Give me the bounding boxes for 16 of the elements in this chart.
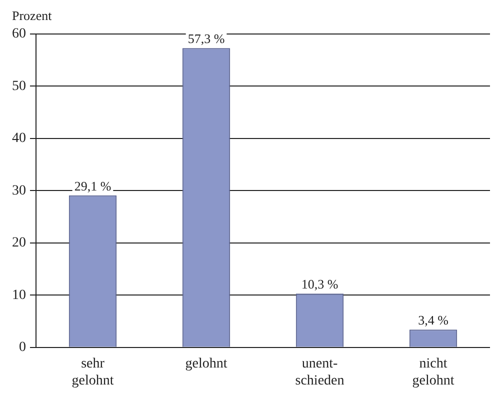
y-tick-label: 20 bbox=[12, 236, 26, 251]
x-tick-label: gelohnt bbox=[185, 356, 228, 372]
data-label: 57,3 % bbox=[188, 31, 225, 46]
y-axis-title: Prozent bbox=[12, 8, 52, 24]
data-label: 10,3 % bbox=[301, 276, 338, 292]
y-tick-label: 30 bbox=[12, 183, 26, 198]
data-label: 29,1 % bbox=[74, 178, 112, 194]
x-tick-label: nicht gelohnt bbox=[412, 356, 454, 388]
x-tick-label: sehr gelohnt bbox=[72, 356, 114, 388]
y-tick-label: 0 bbox=[19, 340, 26, 356]
y-tick-label: 50 bbox=[12, 78, 26, 94]
x-tick-label: unent- schieden bbox=[295, 356, 344, 388]
y-tick-label: 10 bbox=[12, 288, 26, 303]
y-tick-label: 60 bbox=[12, 26, 26, 42]
y-tick-label: 40 bbox=[12, 131, 26, 146]
data-label: 3,4 % bbox=[418, 312, 449, 328]
